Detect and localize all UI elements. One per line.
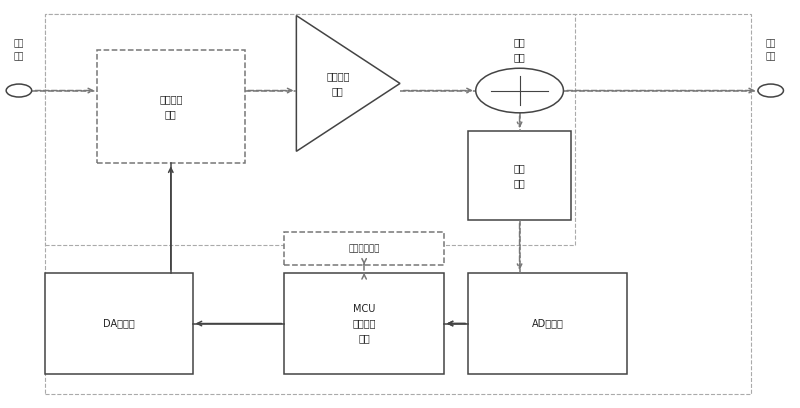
Bar [97,50,245,164]
Text: AD转换器: AD转换器 [531,319,563,328]
Text: MCU
控制算法
模块: MCU 控制算法 模块 [352,304,376,344]
Bar [468,131,571,220]
Bar [46,273,193,374]
Text: 射频
输入: 射频 输入 [14,39,24,61]
Text: DA转换器: DA转换器 [103,319,135,328]
Text: 数字补偿算法: 数字补偿算法 [348,244,380,253]
Text: 采频
检波: 采频 检波 [514,163,526,188]
Text: 可控衰减
模块: 可控衰减 模块 [159,94,182,119]
Bar [285,273,444,374]
Bar [46,13,750,395]
Text: 射频成大
模块: 射频成大 模块 [326,71,350,96]
Bar [285,233,444,265]
Bar [468,273,627,374]
Text: 频率
分支: 频率 分支 [514,38,526,62]
Bar [46,13,575,244]
Text: 射频
输出: 射频 输出 [766,39,776,61]
